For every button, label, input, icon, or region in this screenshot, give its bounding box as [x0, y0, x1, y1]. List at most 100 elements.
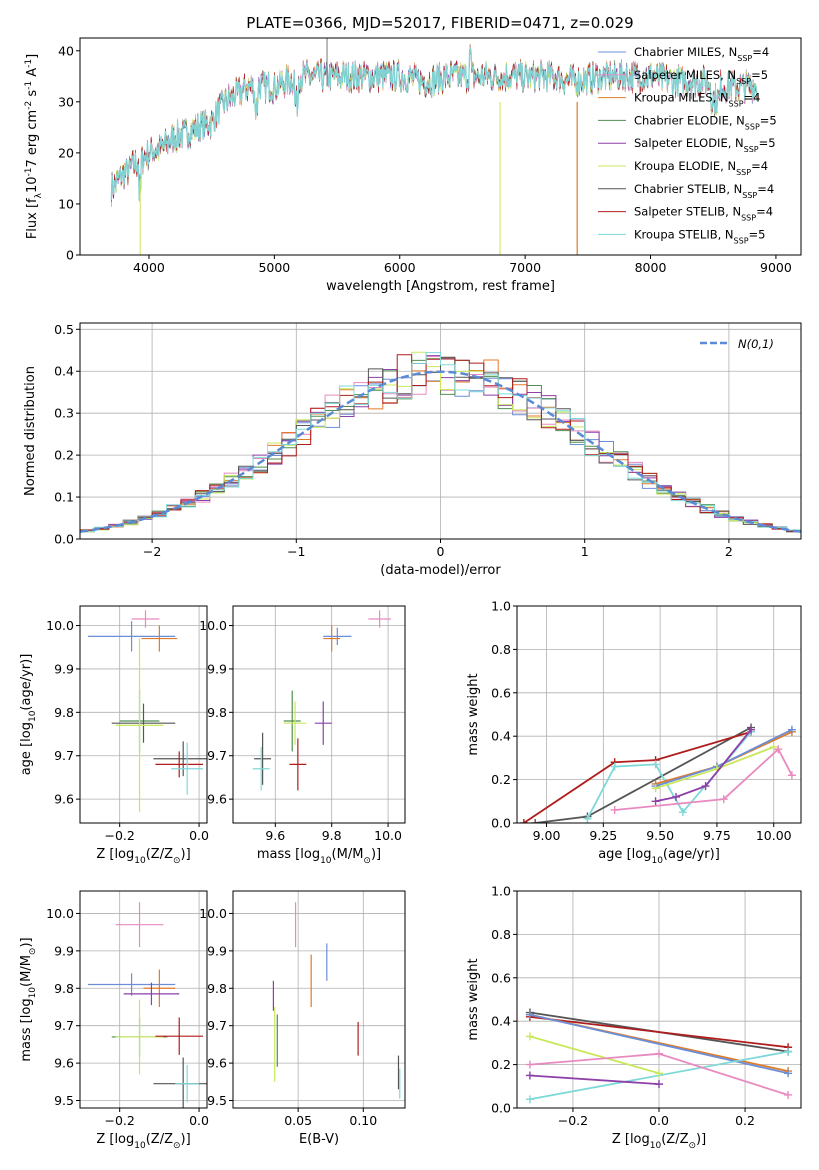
- axes-frame: [79, 605, 208, 824]
- label-part: =5: [760, 113, 777, 127]
- label-part: SSP: [744, 145, 759, 154]
- x-tick-label: −2: [143, 544, 161, 559]
- y-axis-label: Flux [fλ10-17 erg cm-2 s-1 A-1]: [24, 54, 44, 239]
- weight-marker: [787, 771, 796, 780]
- weight-marker: [784, 1069, 793, 1078]
- y-tick-label: 9.6: [54, 792, 74, 807]
- weight-marker: [651, 760, 660, 769]
- y-tick-label: 0.0: [491, 1101, 511, 1116]
- label-part: A: [25, 68, 40, 81]
- x-tick-label: 0.10: [349, 1113, 377, 1128]
- y-tick-label: 0.8: [491, 642, 511, 657]
- x-axis-label: wavelength [Angstrom, rest frame]: [326, 279, 555, 294]
- y-tick-label: 9.8: [54, 981, 74, 996]
- label-part: =5: [749, 227, 766, 241]
- label-part: -1: [24, 59, 34, 68]
- label-part: SSP: [729, 99, 744, 108]
- subscript: 10: [134, 1141, 146, 1151]
- label-part: =4: [757, 182, 774, 196]
- y-tick-label: 0.2: [54, 448, 74, 463]
- y-axis-label: mass [log10(M/M⊙)]: [19, 937, 38, 1061]
- label-part: (Z/Z: [661, 1132, 688, 1147]
- figure-title: PLATE=0366, MJD=52017, FIBERID=0471, z=0…: [246, 14, 633, 32]
- y-tick-label: 0: [66, 248, 74, 263]
- axes-frame: [516, 890, 802, 1109]
- weight-line-purple: [529, 1074, 660, 1085]
- y-tick-label: 0.0: [491, 816, 511, 831]
- axes-frame: [516, 605, 802, 824]
- label-part: (M/M: [332, 847, 364, 862]
- y-axis-label: mass weight: [466, 673, 481, 755]
- x-axis-label: Z [log10(Z/Z⊙)]: [612, 1132, 706, 1151]
- x-tick-label: 7000: [509, 260, 541, 275]
- y-tick-label: 0.0: [54, 532, 74, 547]
- weight-marker: [655, 1080, 663, 1089]
- x-tick-label: 9000: [760, 260, 792, 275]
- axes-Z-age: −0.2 0.09.69.79.89.910.0Z [log10(Z/Z⊙)]ag…: [19, 605, 209, 866]
- label-part: =4: [744, 91, 761, 105]
- x-tick-label: −1: [287, 544, 305, 559]
- plot-area: [252, 610, 391, 791]
- label-part: 10: [25, 176, 40, 193]
- legend-label: Chabrier STELIB, NSSP=4: [634, 182, 774, 200]
- label-part: -1: [24, 81, 34, 90]
- y-tick-label: 1.0: [491, 884, 511, 899]
- weight-marker: [525, 1060, 534, 1069]
- y-tick-label: 40: [58, 43, 74, 58]
- axes-ebv-mass: 0.05 0.10 9.5 9.6 9.7 9.8 9.9 10.0 E(B-V): [199, 890, 406, 1147]
- y-tick-label: 0.6: [491, 970, 511, 985]
- weight-marker: [769, 743, 778, 752]
- x-axis-label: Z [log10(Z/Z⊙)]: [96, 1132, 190, 1151]
- label-part: =5: [759, 136, 776, 150]
- axes-residuals: −2 −1 0 1 2 0.0 0.1 0.2 0.3 0.4 0.5 (data-model)/er…: [23, 322, 802, 578]
- y-tick-label: 9.7: [54, 1018, 74, 1033]
- label-part: )]: [371, 847, 381, 862]
- x-tick-label: 4000: [133, 260, 165, 275]
- label-part: Normed distribution: [23, 366, 38, 496]
- label-part: ⊙: [173, 1141, 181, 1151]
- x-tick-label: 8000: [635, 260, 667, 275]
- label-part: log: [114, 1132, 134, 1147]
- weight-marker: [525, 1032, 534, 1041]
- weight-marker: [583, 814, 592, 823]
- x-tick-label: 9.6: [265, 828, 285, 843]
- x-tick-label: 0: [437, 544, 445, 559]
- label-part: Kroupa MILES, N: [634, 91, 729, 105]
- y-tick-label: 0.8: [491, 927, 511, 942]
- label-part: log: [632, 847, 652, 862]
- label-part: s: [25, 90, 40, 101]
- weight-marker: [655, 1069, 663, 1078]
- y-tick-label: 10.0: [46, 618, 74, 633]
- label-part: Kroupa STELIB, N: [634, 227, 734, 241]
- label-part: 7 erg cm: [25, 110, 40, 168]
- weight-marker: [610, 805, 619, 814]
- label-part: λ: [34, 192, 44, 198]
- x-tick-label: 0.0: [189, 828, 209, 843]
- label-part: ⊙: [688, 1141, 696, 1151]
- axes-frame: [79, 322, 802, 540]
- spectrum-line-cyan: [110, 46, 758, 200]
- label-part: mass weight: [466, 673, 481, 755]
- plot-area: [110, 38, 758, 255]
- label-part: log: [114, 847, 134, 862]
- label-part: SSP: [745, 122, 760, 131]
- label-part: log: [19, 722, 34, 742]
- x-tick-label: 9.25: [589, 828, 617, 843]
- weight-marker: [747, 725, 756, 734]
- x-axis-label: E(B-V): [299, 1132, 339, 1147]
- y-tick-label: 9.8: [54, 705, 74, 720]
- weight-line-cyan: [586, 731, 752, 820]
- label-part: (age/yr)]: [663, 847, 720, 862]
- y-axis-label: mass weight: [466, 958, 481, 1040]
- weight-marker: [787, 725, 796, 734]
- weight-marker: [701, 782, 710, 791]
- subscript: 10: [134, 856, 146, 866]
- label-part: ⊙: [28, 948, 38, 956]
- y-tick-label: 9.9: [54, 943, 74, 958]
- histogram-cyan: [80, 352, 801, 539]
- subscript: 10: [28, 987, 38, 999]
- x-tick-label: 0.05: [284, 1113, 312, 1128]
- label-part: =4: [751, 159, 768, 173]
